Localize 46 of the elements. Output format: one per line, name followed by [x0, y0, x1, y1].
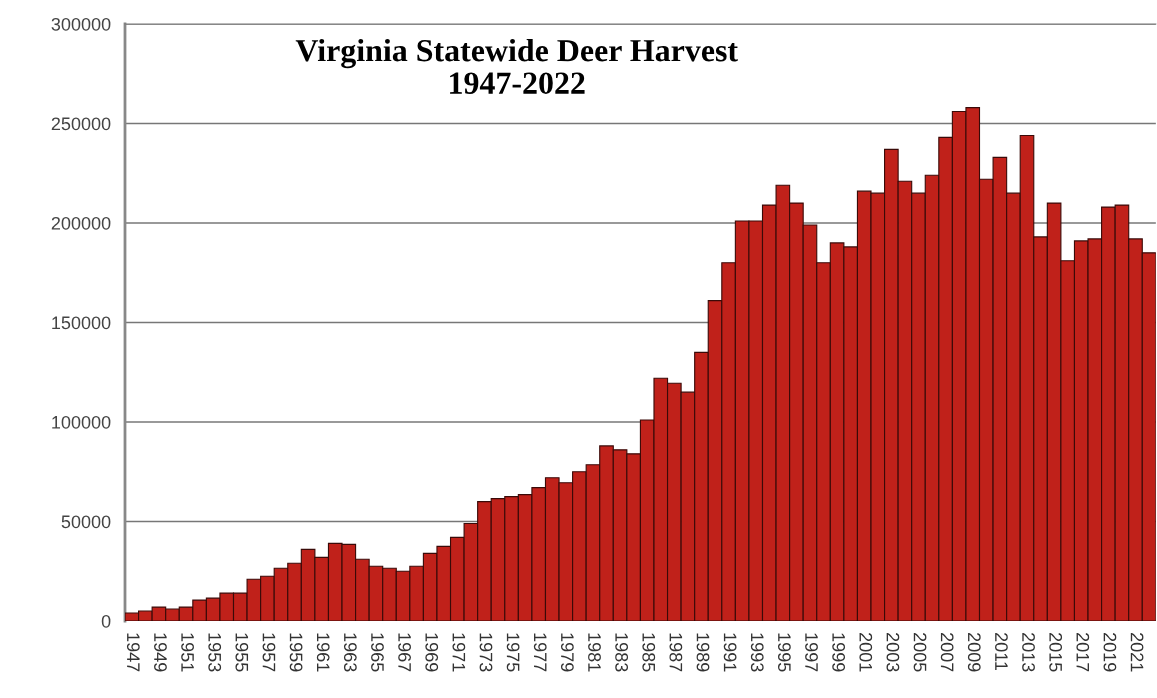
- x-tick-label: 2021: [1130, 633, 1144, 672]
- x-tick-label: 1977: [533, 633, 547, 672]
- x-tick-label: 1959: [289, 633, 303, 672]
- x-tick-label: 1981: [588, 633, 601, 672]
- x-tick-label: 1955: [235, 633, 249, 672]
- x-tick-label: 2009: [967, 633, 981, 672]
- x-tick-label: 1953: [208, 633, 222, 672]
- x-tick-label: 1975: [506, 633, 520, 672]
- x-tick-label: 2005: [913, 633, 927, 672]
- x-tick-label: 1963: [343, 633, 357, 672]
- y-tick-label: 0: [101, 614, 111, 628]
- x-tick-label: 2011: [995, 633, 1008, 671]
- x-tick-label: 1979: [560, 633, 574, 672]
- x-tick-label: 2019: [1103, 633, 1117, 672]
- x-tick-label: 1989: [696, 633, 710, 672]
- x-tick-label: 2007: [940, 633, 954, 672]
- x-tick-label: 1951: [181, 633, 194, 672]
- x-tick-label: 1965: [371, 633, 384, 672]
- x-tick-label: 2001: [859, 633, 873, 672]
- y-tick-label: 50000: [61, 515, 111, 529]
- y-tick-label: 150000: [52, 316, 111, 330]
- x-tick-label: 1997: [805, 633, 818, 672]
- x-tick-label: 1957: [262, 633, 276, 672]
- x-tick-label: 1983: [615, 633, 629, 672]
- y-tick-label: 250000: [51, 117, 111, 131]
- y-tick-label: 100000: [52, 415, 111, 429]
- text: Virginia Statewide Deer Harvest 1947-2022: [295, 38, 738, 94]
- x-tick-label: 1991: [723, 633, 737, 672]
- x-tick-label: 1999: [832, 633, 846, 672]
- x-tick-label: 1971: [452, 633, 466, 672]
- x-tick-label: 2003: [886, 633, 900, 672]
- y-tick-label: 300000: [51, 17, 111, 31]
- x-tick-label: 2015: [1049, 633, 1063, 672]
- x-tick-label: 2017: [1076, 633, 1090, 672]
- y-tick-label: 200000: [51, 216, 111, 230]
- x-tick-label: 1985: [642, 633, 656, 672]
- x-tick-label: 1993: [750, 633, 764, 672]
- x-tick-label: 1969: [425, 633, 439, 672]
- x-tick-label: 1947: [126, 633, 140, 672]
- x-tick-label: 1987: [669, 633, 683, 672]
- x-tick-label: 1995: [777, 633, 791, 672]
- x-tick-label: 1949: [154, 633, 167, 672]
- x-tick-label: 1973: [479, 633, 493, 672]
- x-tick-label: 1961: [316, 633, 330, 672]
- x-tick-label: 1967: [398, 633, 411, 672]
- x-tick-label: 2013: [1022, 633, 1035, 672]
